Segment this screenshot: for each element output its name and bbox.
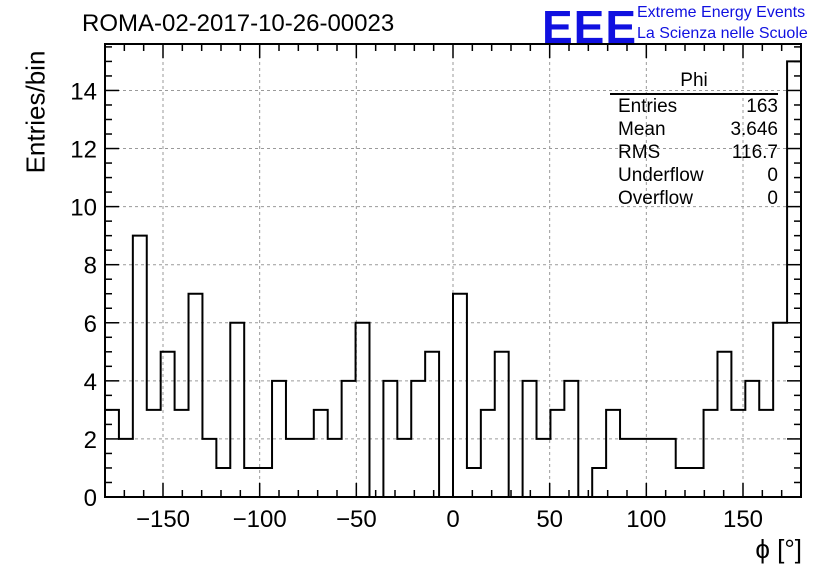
axes: −150 −100 −50 0 50 100 150 0 2 4 6 8 10 12 14 — [70, 43, 802, 533]
x-tick-label: 100 — [626, 506, 666, 533]
stats-value: 0 — [767, 188, 778, 209]
stats-value: 116.7 — [731, 142, 778, 163]
x-tick-label: 150 — [723, 506, 763, 533]
stats-row: Entries 163 — [610, 95, 778, 118]
stats-title: Phi — [610, 70, 778, 95]
x-tick-label: −50 — [336, 506, 377, 533]
x-axis-label: ϕ [°] — [755, 534, 802, 564]
y-tick-label: 0 — [84, 485, 97, 512]
y-tick-label: 2 — [84, 427, 97, 454]
logo-line-1: Extreme Energy Events — [637, 4, 806, 21]
stats-label: Overflow — [618, 188, 693, 209]
stats-row: RMS 116.7 — [610, 141, 778, 164]
stats-label: RMS — [618, 142, 661, 163]
stats-label: Entries — [618, 96, 678, 117]
x-tick-label: −100 — [233, 506, 287, 533]
stats-label: Underflow — [618, 165, 704, 186]
stats-row: Overflow 0 — [610, 187, 778, 210]
y-tick-label: 8 — [84, 253, 97, 280]
y-tick-label: 12 — [70, 137, 97, 164]
stats-value: 0 — [767, 165, 778, 186]
chart-title: ROMA-02-2017-10-26-00023 — [82, 10, 395, 37]
x-tick-label: 50 — [536, 506, 563, 533]
stats-row: Mean 3.646 — [610, 118, 778, 141]
y-tick-label: 14 — [70, 78, 97, 105]
y-tick-label: 4 — [84, 369, 97, 396]
logo-line-2: La Scienza nelle Scuole — [637, 25, 808, 42]
stats-value: 163 — [746, 96, 778, 117]
stats-row: Underflow 0 — [610, 164, 778, 187]
x-tick-label: 0 — [446, 506, 459, 533]
stats-value: 3.646 — [730, 119, 778, 140]
y-tick-label: 6 — [84, 311, 97, 338]
stats-rows: Entries 163 Mean 3.646 RMS 116.7 Underflow 0 Ove… — [610, 95, 778, 210]
y-tick-label: 10 — [70, 195, 97, 222]
x-tick-label: −150 — [136, 506, 190, 533]
stats-box: Phi Entries 163 Mean 3.646 RMS 116.7 Underflow… — [610, 70, 778, 210]
stats-label: Mean — [618, 119, 666, 140]
